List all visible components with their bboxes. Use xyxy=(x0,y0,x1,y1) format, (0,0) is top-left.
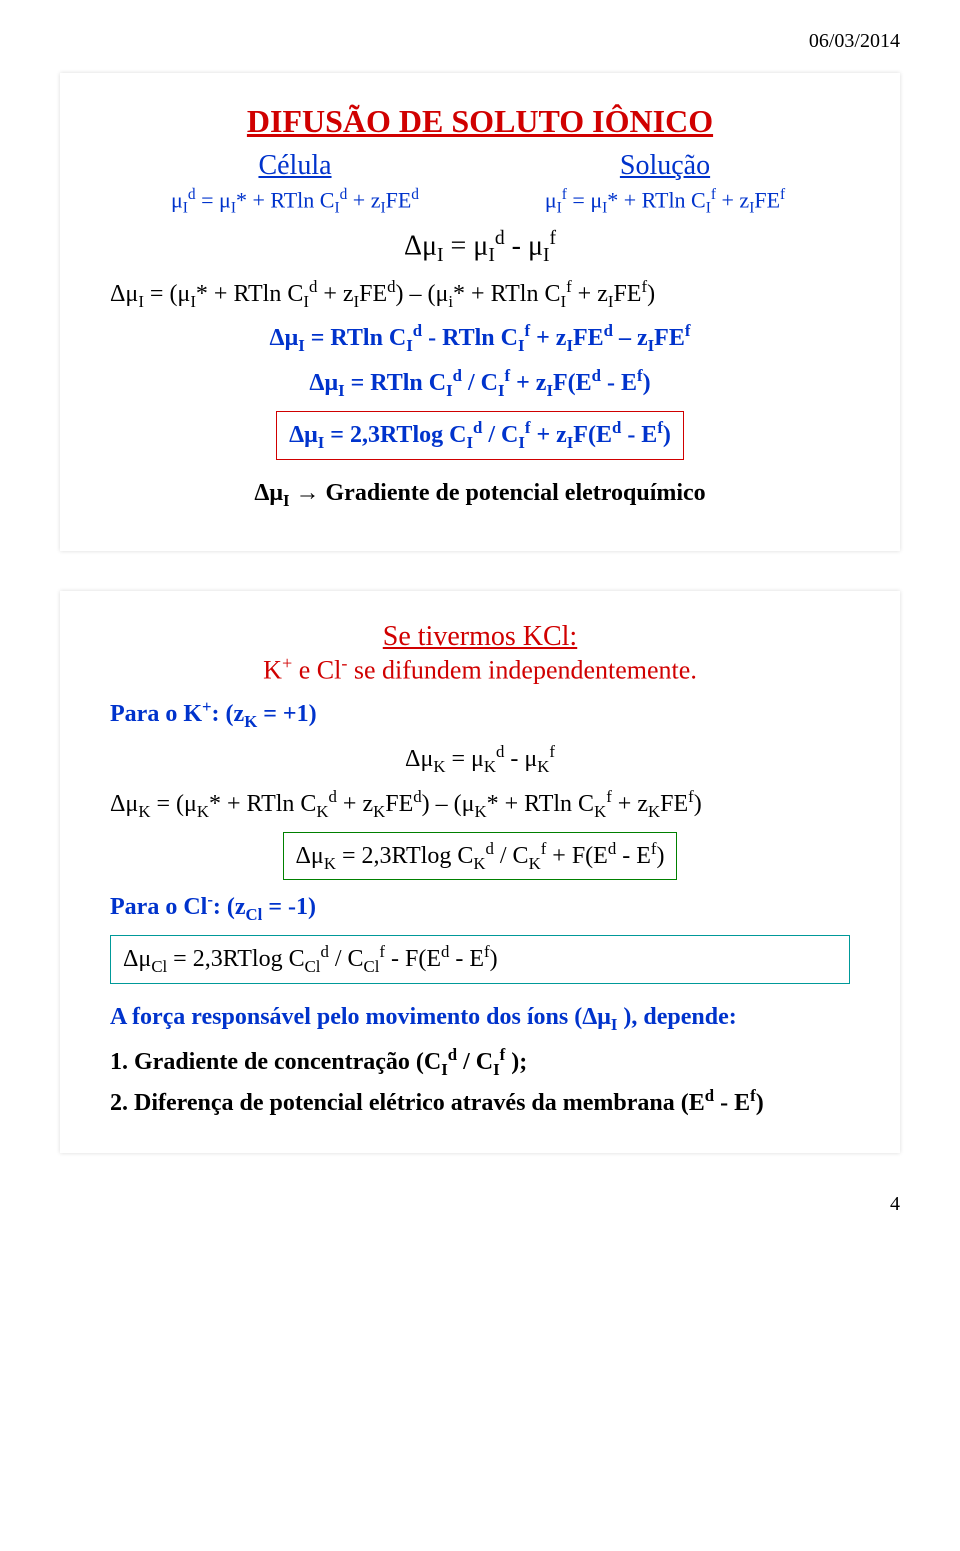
solucao-eq: μIf = μI* + RTln CIf + zIFEf xyxy=(480,186,850,218)
col-celula: Célula μId = μI* + RTln CId + zIFEd xyxy=(110,150,480,218)
boxed-eq-cl: ΔμCl = 2,3RTlog CCld / CClf - F(Ed - Ef) xyxy=(110,935,850,984)
item2-prefix: 2. xyxy=(110,1090,134,1116)
eq-delta-k-expand: ΔμK = (μK* + RTln CKd + zKFEd) – (μK* + … xyxy=(110,787,850,822)
celula-label: Célula xyxy=(110,150,480,182)
date-header: 06/03/2014 xyxy=(60,30,900,53)
box-container-k: ΔμK = 2,3RTlog CKd / CKf + F(Ed - Ef) xyxy=(110,832,850,881)
eq-expand: ΔμI = (μI* + RTln CId + zIFEd) – (μi* + … xyxy=(110,277,850,312)
two-col-header: Célula μId = μI* + RTln CId + zIFEd Solu… xyxy=(110,150,850,218)
difundem-line: K+ e Cl- se difundem independentemente. xyxy=(110,653,850,686)
item2-text: Diferença de potencial elétrico através … xyxy=(134,1090,764,1116)
se-tivermos: Se tivermos KCl: xyxy=(110,621,850,653)
block-kcl: Se tivermos KCl: K+ e Cl- se difundem in… xyxy=(60,591,900,1153)
boxed-eq-k: ΔμK = 2,3RTlog CKd / CKf + F(Ed - Ef) xyxy=(283,832,678,881)
title-difusao: DIFUSÃO DE SOLUTO IÔNICO xyxy=(110,103,850,140)
page-number: 4 xyxy=(60,1193,900,1216)
list-item-2: 2. Diferença de potencial elétrico atrav… xyxy=(110,1086,850,1117)
col-solucao: Solução μIf = μI* + RTln CIf + zIFEf xyxy=(480,150,850,218)
block-difusao: DIFUSÃO DE SOLUTO IÔNICO Célula μId = μI… xyxy=(60,73,900,551)
forca-line: A força responsável pelo movimento dos í… xyxy=(110,1004,850,1035)
para-k-label: Para o K+: (zK = +1) xyxy=(110,697,850,732)
eq-ratio: ΔμI = RTln CId / CIf + zIF(Ed - Ef) xyxy=(110,366,850,401)
box-container-cl: ΔμCl = 2,3RTlog CCld / CClf - F(Ed - Ef) xyxy=(110,935,850,984)
eq-rtln: ΔμI = RTln CId - RTln CIf + zIFEd – zIFE… xyxy=(110,321,850,356)
box-container-1: ΔμI = 2,3RTlog CId / CIf + zIF(Ed - Ef) xyxy=(110,411,850,460)
eq-delta-def: ΔμI = μId - μIf xyxy=(110,228,850,267)
list-item-1: 1. Gradiente de concentração (CId / CIf … xyxy=(110,1045,850,1080)
item1-prefix: 1. xyxy=(110,1049,134,1075)
gradient-line: ΔμI → Gradiente de potencial eletroquími… xyxy=(110,480,850,511)
celula-eq: μId = μI* + RTln CId + zIFEd xyxy=(110,186,480,218)
item1-text: Gradiente de concentração (CId / CIf ); xyxy=(134,1049,527,1075)
boxed-eq-1: ΔμI = 2,3RTlog CId / CIf + zIF(Ed - Ef) xyxy=(276,411,684,460)
solucao-label: Solução xyxy=(480,150,850,182)
para-cl-label: Para o Cl-: (zCl = -1) xyxy=(110,890,850,925)
page: 06/03/2014 DIFUSÃO DE SOLUTO IÔNICO Célu… xyxy=(0,0,960,1246)
eq-delta-k-def: ΔμK = μKd - μKf xyxy=(110,742,850,777)
